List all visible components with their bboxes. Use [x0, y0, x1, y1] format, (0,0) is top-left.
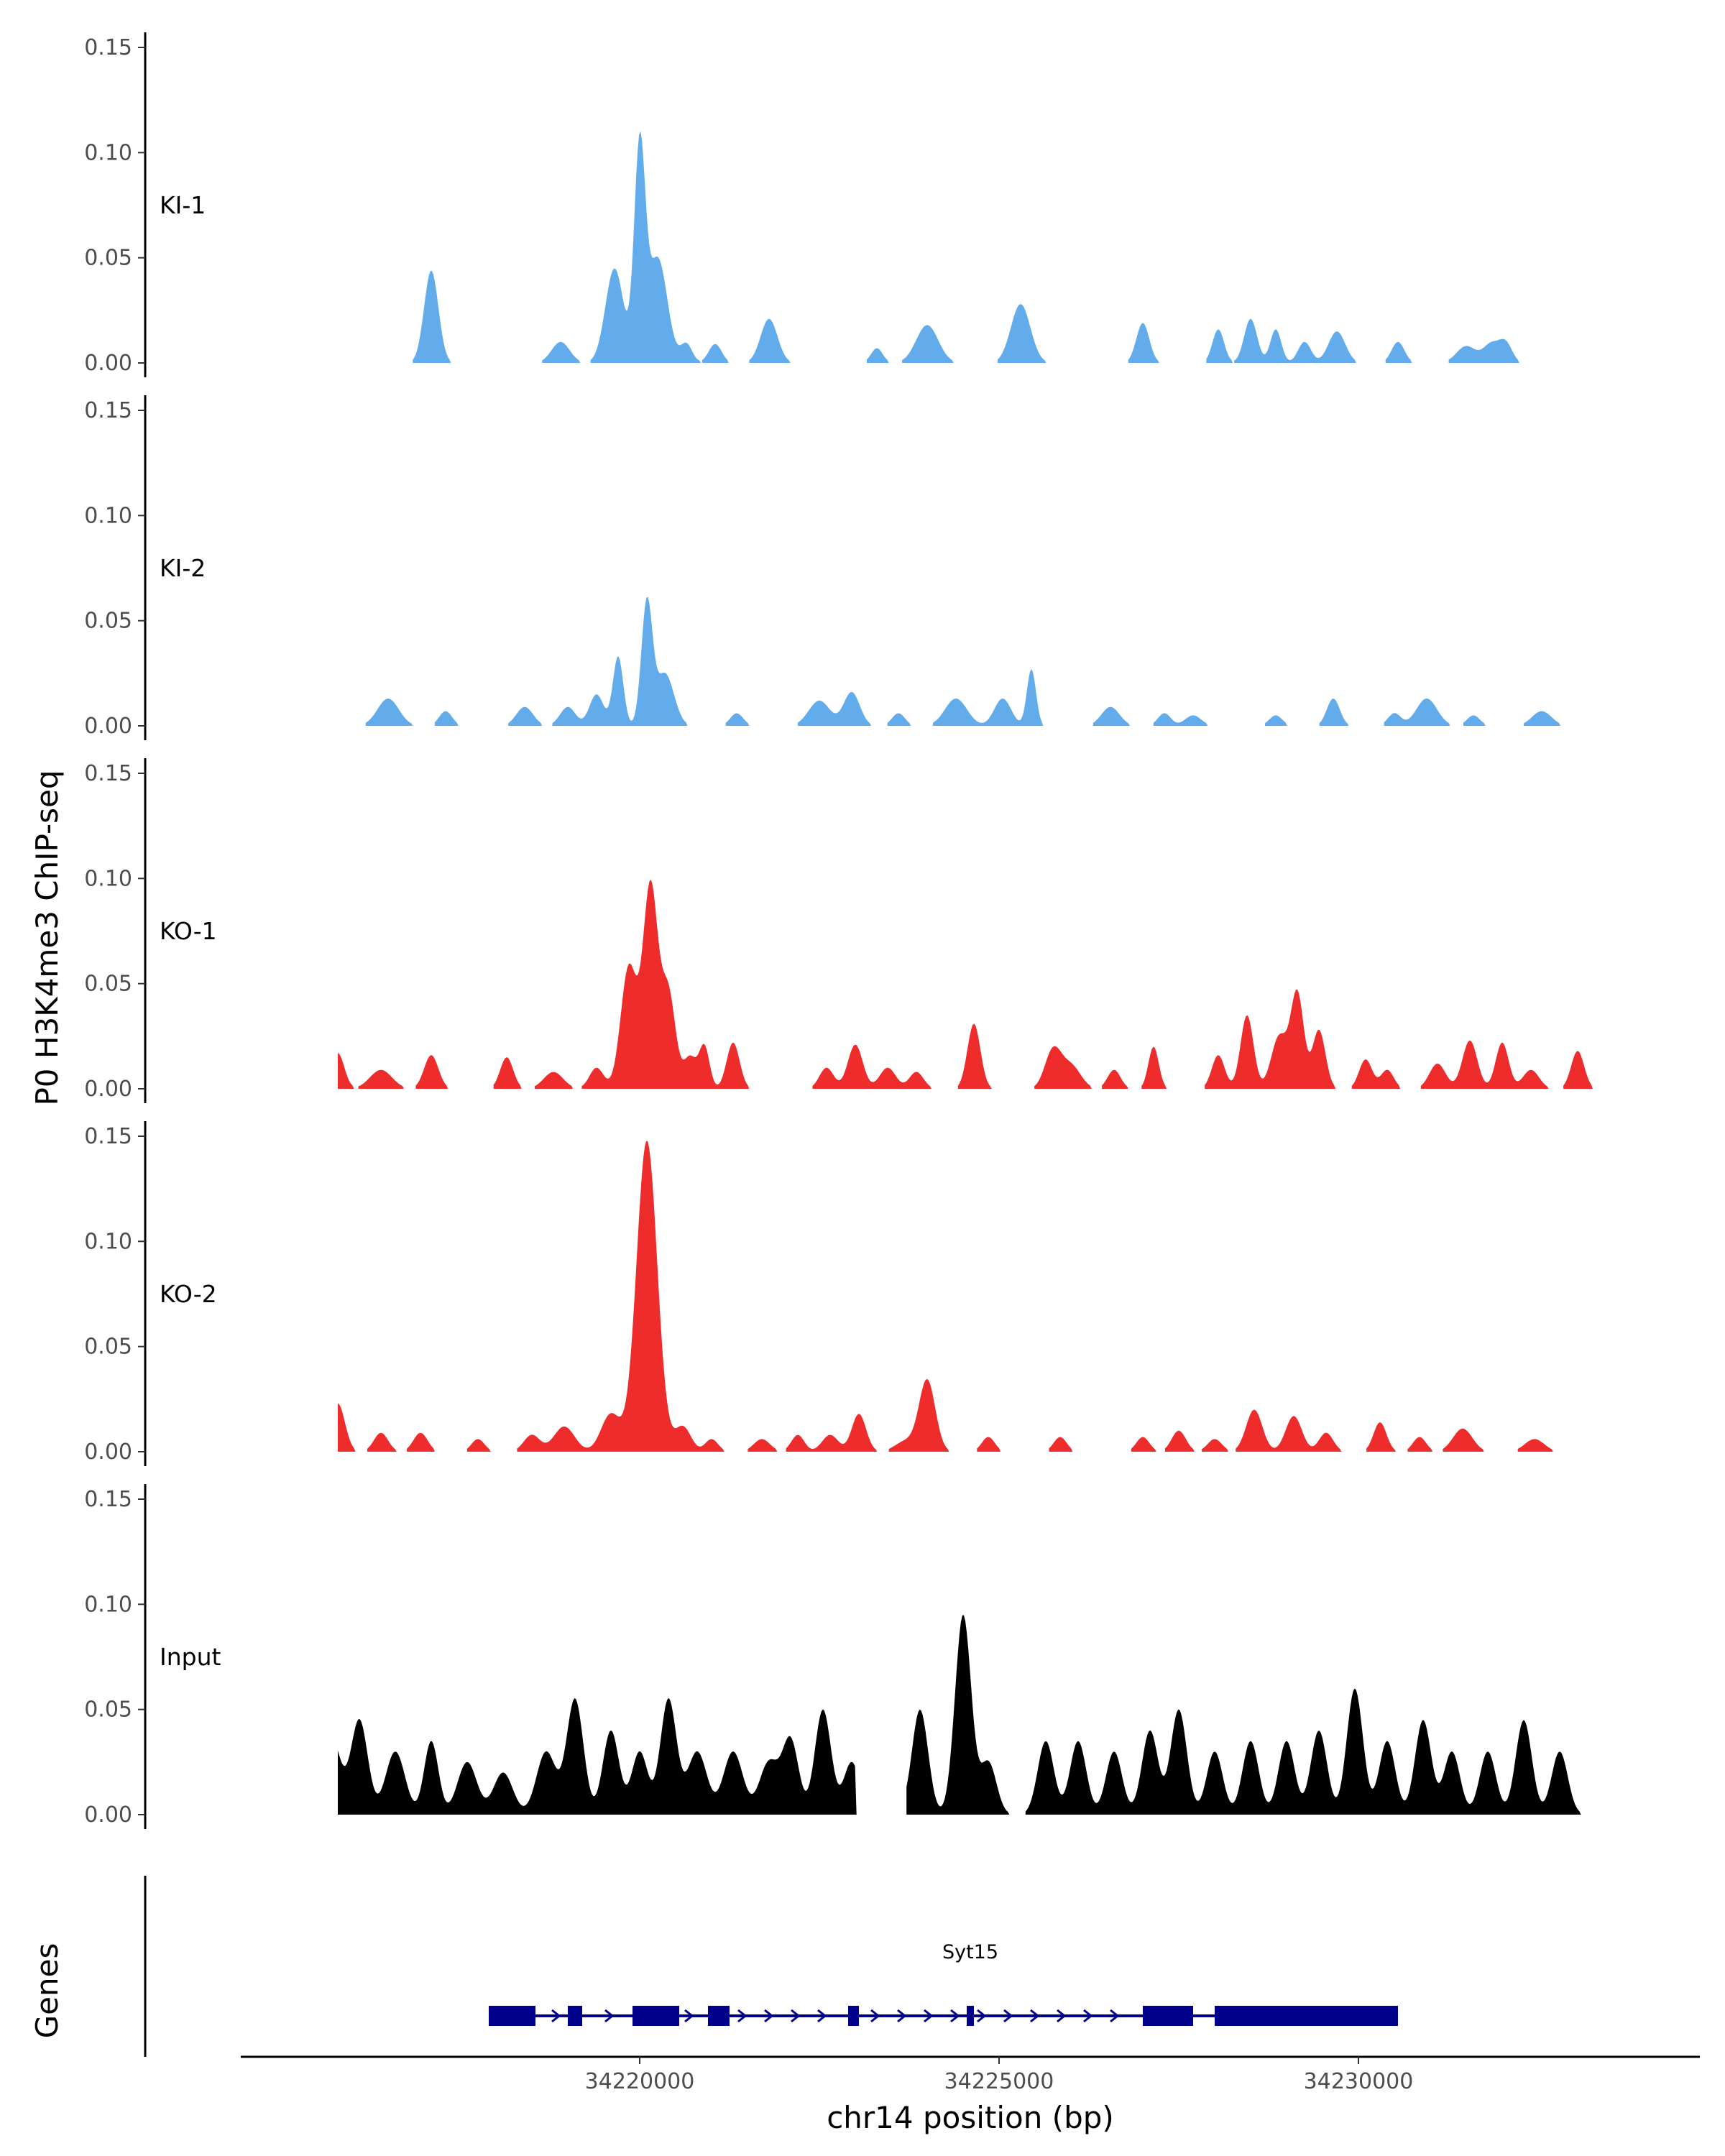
- track-label: KO-2: [160, 1280, 217, 1308]
- strand-arrow: [924, 2009, 934, 2023]
- y-tick-label: 0.15: [84, 35, 132, 60]
- track-panel: 0.00 0.05 0.10 0.15 KI-2: [84, 395, 1560, 740]
- y-tick-label: 0.05: [84, 609, 132, 634]
- gene-track-title: Genes: [29, 1943, 65, 2039]
- gene-exon: [632, 2006, 679, 2026]
- signal-area-input: [338, 1615, 1581, 1815]
- strand-arrow: [604, 2009, 615, 2023]
- gene-exon: [967, 2006, 974, 2026]
- track-label: KI-2: [160, 554, 206, 582]
- x-tick-label: 34225000: [944, 2069, 1054, 2094]
- strand-arrow: [1083, 2009, 1093, 2023]
- y-tick-label: 0.00: [84, 351, 132, 376]
- track-panel: 0.00 0.05 0.10 0.15 KO-1: [84, 758, 1593, 1103]
- gene-name: Syt15: [942, 1941, 998, 1963]
- track-label: KO-1: [160, 917, 217, 945]
- y-tick-label: 0.10: [84, 1229, 132, 1254]
- y-tick-label: 0.15: [84, 398, 132, 423]
- y-tick-label: 0.15: [84, 1124, 132, 1149]
- strand-arrow: [791, 2009, 801, 2023]
- gene-exon: [708, 2006, 730, 2026]
- strand-arrow: [551, 2009, 561, 2023]
- y-tick-label: 0.05: [84, 246, 132, 271]
- gene-exon: [1143, 2006, 1193, 2026]
- signal-area-ko-2: [338, 1141, 1553, 1452]
- strand-arrow: [1110, 2009, 1120, 2023]
- y-tick-label: 0.05: [84, 1697, 132, 1723]
- strand-arrow: [950, 2009, 960, 2023]
- strand-arrow: [1003, 2009, 1013, 2023]
- track-label: Input: [160, 1643, 221, 1671]
- y-tick-label: 0.10: [84, 503, 132, 528]
- strand-arrow: [977, 2009, 987, 2023]
- gene-exon: [568, 2006, 582, 2026]
- y-tick-label: 0.10: [84, 140, 132, 165]
- gene-exon: [848, 2006, 859, 2026]
- strand-arrow: [684, 2009, 694, 2023]
- strand-arrow: [737, 2009, 748, 2023]
- strand-arrow: [817, 2009, 827, 2023]
- y-tick-label: 0.00: [84, 714, 132, 739]
- track-panel: 0.00 0.05 0.10 0.15 KI-1: [84, 32, 1519, 377]
- strand-arrow: [1030, 2009, 1040, 2023]
- signal-area-ki-1: [413, 131, 1519, 364]
- tracks-layer: 0.00 0.05 0.10 0.15 KI-1 0.00 0.05 0.10 0.15 KI-2…: [84, 32, 1593, 1829]
- strand-arrow: [897, 2009, 907, 2023]
- track-panel: 0.00 0.05 0.10 0.15 Input: [84, 1484, 1581, 1829]
- gene-track: Syt15: [144, 1876, 1398, 2057]
- y-tick-label: 0.15: [84, 761, 132, 786]
- y-tick-label: 0.05: [84, 1335, 132, 1360]
- strand-arrow: [764, 2009, 774, 2023]
- y-tick-label: 0.00: [84, 1439, 132, 1465]
- x-tick-label: 34230000: [1304, 2069, 1414, 2094]
- gene-exon: [489, 2006, 535, 2026]
- track-panel: 0.00 0.05 0.10 0.15 KO-2: [84, 1121, 1553, 1466]
- y-tick-label: 0.15: [84, 1487, 132, 1512]
- x-tick-label: 34220000: [585, 2069, 695, 2094]
- x-axis-title: chr14 position (bp): [827, 2100, 1114, 2135]
- track-label: KI-1: [160, 191, 206, 219]
- signal-area-ki-2: [365, 596, 1560, 726]
- strand-arrow: [870, 2009, 880, 2023]
- signal-area-ko-1: [338, 879, 1593, 1089]
- x-axis: 34220000 34225000 34230000: [241, 2055, 1700, 2094]
- y-tick-label: 0.05: [84, 972, 132, 997]
- y-tick-label: 0.00: [84, 1802, 132, 1828]
- y-tick-label: 0.00: [84, 1077, 132, 1102]
- gene-exon: [1215, 2006, 1398, 2026]
- y-tick-label: 0.10: [84, 866, 132, 891]
- strand-arrow: [1057, 2009, 1067, 2023]
- y-axis-title: P0 H3K4me3 ChIP-seq: [29, 770, 65, 1105]
- y-tick-label: 0.10: [84, 1592, 132, 1617]
